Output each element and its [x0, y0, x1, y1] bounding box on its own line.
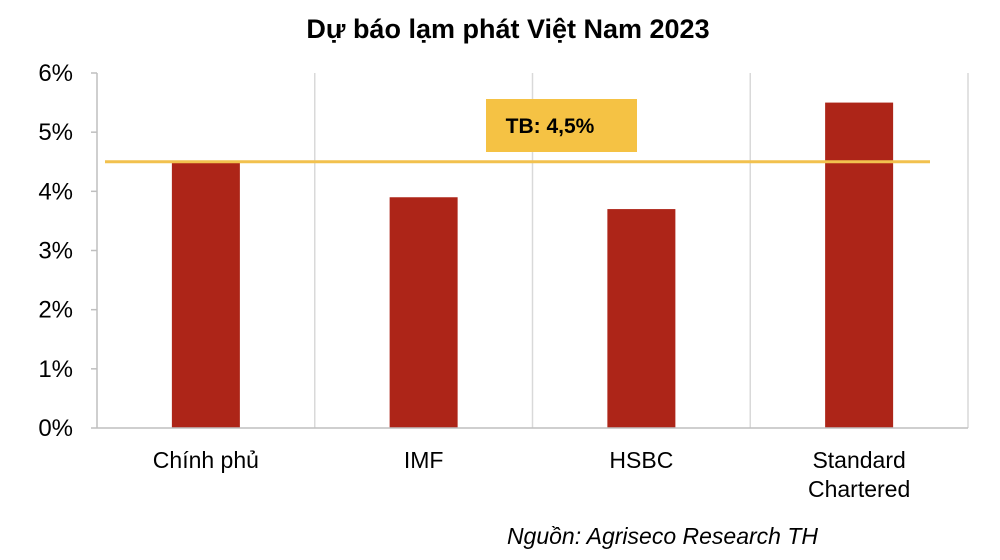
y-tick-label: 3% [38, 238, 73, 265]
bar [607, 209, 676, 428]
bar [389, 197, 458, 428]
x-tick-label: IMF [404, 447, 444, 473]
x-tick-label: Standard [812, 447, 905, 473]
x-tick-label: Chartered [808, 476, 910, 502]
y-tick-label: 0% [38, 415, 73, 442]
x-tick-label: HSBC [609, 447, 673, 473]
x-tick-label: Chính phủ [153, 447, 259, 473]
y-tick-label: 2% [38, 297, 73, 324]
bar [825, 102, 894, 428]
chart-title: Dự báo lạm phát Việt Nam 2023 [306, 14, 709, 44]
y-tick-label: 1% [38, 356, 73, 383]
y-tick-label: 6% [38, 60, 73, 87]
bars [171, 102, 894, 428]
x-axis: Chính phủ IMF HSBC Standard Chartered [97, 427, 968, 502]
average-label: TB: 4,5% [506, 115, 595, 138]
y-tick-label: 4% [38, 178, 73, 205]
average-label-box [486, 99, 637, 152]
y-tick-label: 5% [38, 119, 73, 146]
y-axis: 0% 1% 2% 3% 4% 5% 6% [38, 60, 98, 442]
source-note: Nguồn: Agriseco Research TH [507, 523, 818, 549]
bar [171, 161, 240, 428]
average-marker: TB: 4,5% [105, 99, 930, 164]
